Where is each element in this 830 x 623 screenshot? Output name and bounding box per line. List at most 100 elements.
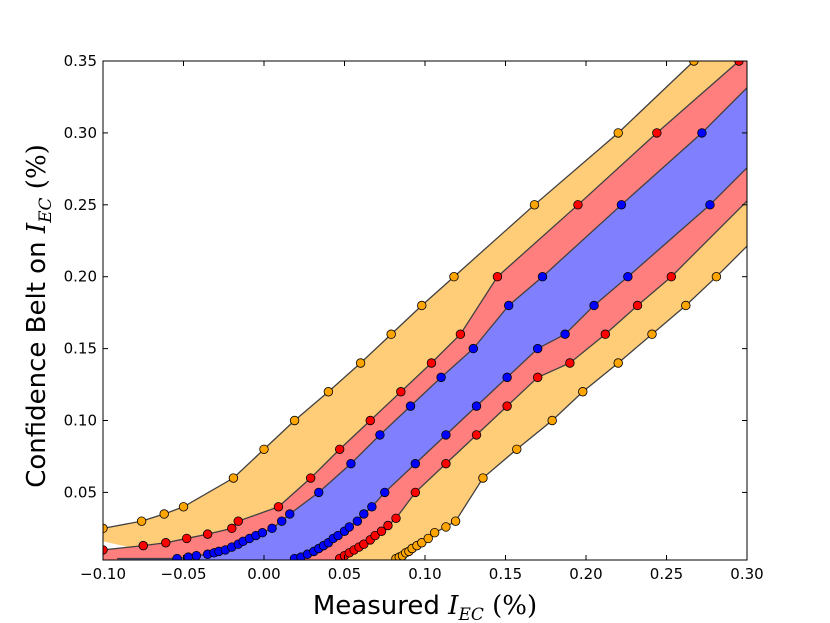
middle-upper-point (334, 444, 345, 454)
middle-upper-point (182, 533, 192, 544)
belt-data-points (103, 61, 744, 560)
inner-lower-point (705, 200, 715, 210)
middle-upper-point (426, 358, 437, 368)
y-tick-label: 0.25 (64, 196, 97, 214)
middle-lower-point (565, 358, 575, 368)
inner-lower-point (502, 372, 512, 383)
y-axis-title-subscript: EC (36, 197, 56, 223)
x-tick-label: 0.20 (569, 565, 602, 583)
middle-lower-point (632, 300, 643, 311)
middle-upper-point (365, 415, 375, 426)
x-tick-label: 0.05 (328, 565, 361, 583)
outer-upper-point (103, 523, 108, 534)
outer-lower-point (423, 533, 433, 544)
inner-upper-point (285, 509, 295, 519)
x-axis-title-prefix: Measured (313, 591, 440, 621)
confidence-bands (103, 61, 747, 560)
inner-lower-point (333, 530, 343, 541)
middle-upper-point (202, 529, 213, 539)
outer-upper-point (323, 387, 334, 397)
x-tick-label: 0.00 (247, 565, 280, 583)
middle-lower-point (359, 539, 369, 549)
y-axis-title-symbol: I (22, 222, 52, 234)
outer-upper-point (289, 415, 300, 426)
x-axis-title-symbol: I (447, 591, 459, 621)
inner-upper-point (172, 553, 182, 560)
y-tick-label: 0.30 (64, 124, 97, 142)
outer-lower-point (578, 387, 588, 397)
y-tick-label: 0.15 (64, 340, 97, 358)
middle-lower-point (502, 401, 512, 411)
outer-band (103, 61, 747, 560)
y-axis-title-prefix: Confidence Belt on (22, 241, 52, 487)
middle-upper-point (455, 329, 466, 339)
inner-lower-point (589, 300, 599, 311)
middle-upper-point (573, 200, 583, 210)
outer-upper-point (449, 272, 459, 282)
middle-lower-point (383, 520, 393, 531)
outer-lower-point (512, 444, 522, 454)
middle-upper-point (492, 272, 503, 282)
inner-upper-point (277, 516, 287, 526)
y-tick-label: 0.20 (64, 268, 97, 286)
outer-upper-point (136, 516, 147, 526)
inner-upper-point (436, 372, 446, 383)
middle-upper-point (227, 523, 237, 534)
middle-lower-point (391, 513, 401, 524)
outer-lower-point (441, 522, 451, 532)
y-tick-labels: 0.05 0.10 0.15 0.20 0.25 0.30 0.35 (64, 52, 97, 501)
inner-upper-point (375, 430, 385, 440)
middle-lower-point (666, 272, 677, 282)
middle-upper-point (161, 538, 171, 548)
inner-lower-point (380, 487, 390, 498)
middle-lower-point (410, 487, 421, 498)
middle-lower-point (441, 458, 451, 469)
middle-lower-point (600, 329, 611, 339)
middle-lower-point (471, 430, 482, 440)
inner-lower-point (367, 502, 377, 512)
x-tick-label: 0.30 (730, 565, 763, 583)
x-tick-labels: −0.10 −0.05 0.00 0.05 0.10 0.15 0.20 0.25 0.30 (80, 565, 764, 583)
inner-upper-point (616, 200, 627, 210)
inner-lower-point (560, 329, 570, 339)
outer-upper-point (529, 200, 540, 210)
middle-upper-point (233, 516, 243, 526)
middle-lower-point (533, 372, 543, 383)
outer-lower-point (417, 538, 427, 548)
inner-upper-point (405, 401, 416, 411)
outer-lower-point (711, 272, 722, 282)
outer-lower-point (450, 516, 461, 526)
middle-upper-point (273, 502, 284, 512)
x-axis-title-unit: (%) (492, 591, 537, 621)
y-axis-title: Confidence Belt on IEC (%) (22, 144, 58, 488)
inner-upper-point (257, 527, 268, 538)
outer-upper-point (228, 473, 239, 483)
inner-upper-point (697, 128, 707, 138)
middle-upper-point (138, 540, 148, 551)
middle-lower-point (370, 530, 380, 541)
inner-upper-point (314, 487, 324, 498)
x-axis-title-subscript: EC (457, 605, 483, 623)
inner-lower-point (471, 401, 482, 411)
inner-lower-point (623, 272, 633, 282)
inner-upper-point (267, 523, 277, 534)
y-tick-label: 0.35 (64, 52, 97, 70)
middle-upper-point (396, 387, 406, 397)
inner-upper-point (504, 300, 514, 311)
x-tick-label: 0.10 (408, 565, 441, 583)
inner-lower-point (410, 458, 421, 469)
y-axis-title-unit: (%) (22, 144, 52, 189)
outer-upper-point (386, 329, 396, 339)
outer-upper-point (159, 509, 169, 519)
outer-lower-point (478, 473, 488, 483)
outer-upper-point (417, 300, 427, 311)
inner-upper-point (191, 550, 202, 560)
x-tick-label: −0.10 (80, 565, 126, 583)
inner-lower-point (344, 522, 355, 532)
inner-lower-point (359, 509, 369, 519)
inner-upper-point (537, 272, 548, 282)
x-axis-title: Measured IEC (%) (313, 591, 537, 623)
middle-upper-point (305, 473, 316, 483)
inner-lower-point (352, 516, 363, 526)
